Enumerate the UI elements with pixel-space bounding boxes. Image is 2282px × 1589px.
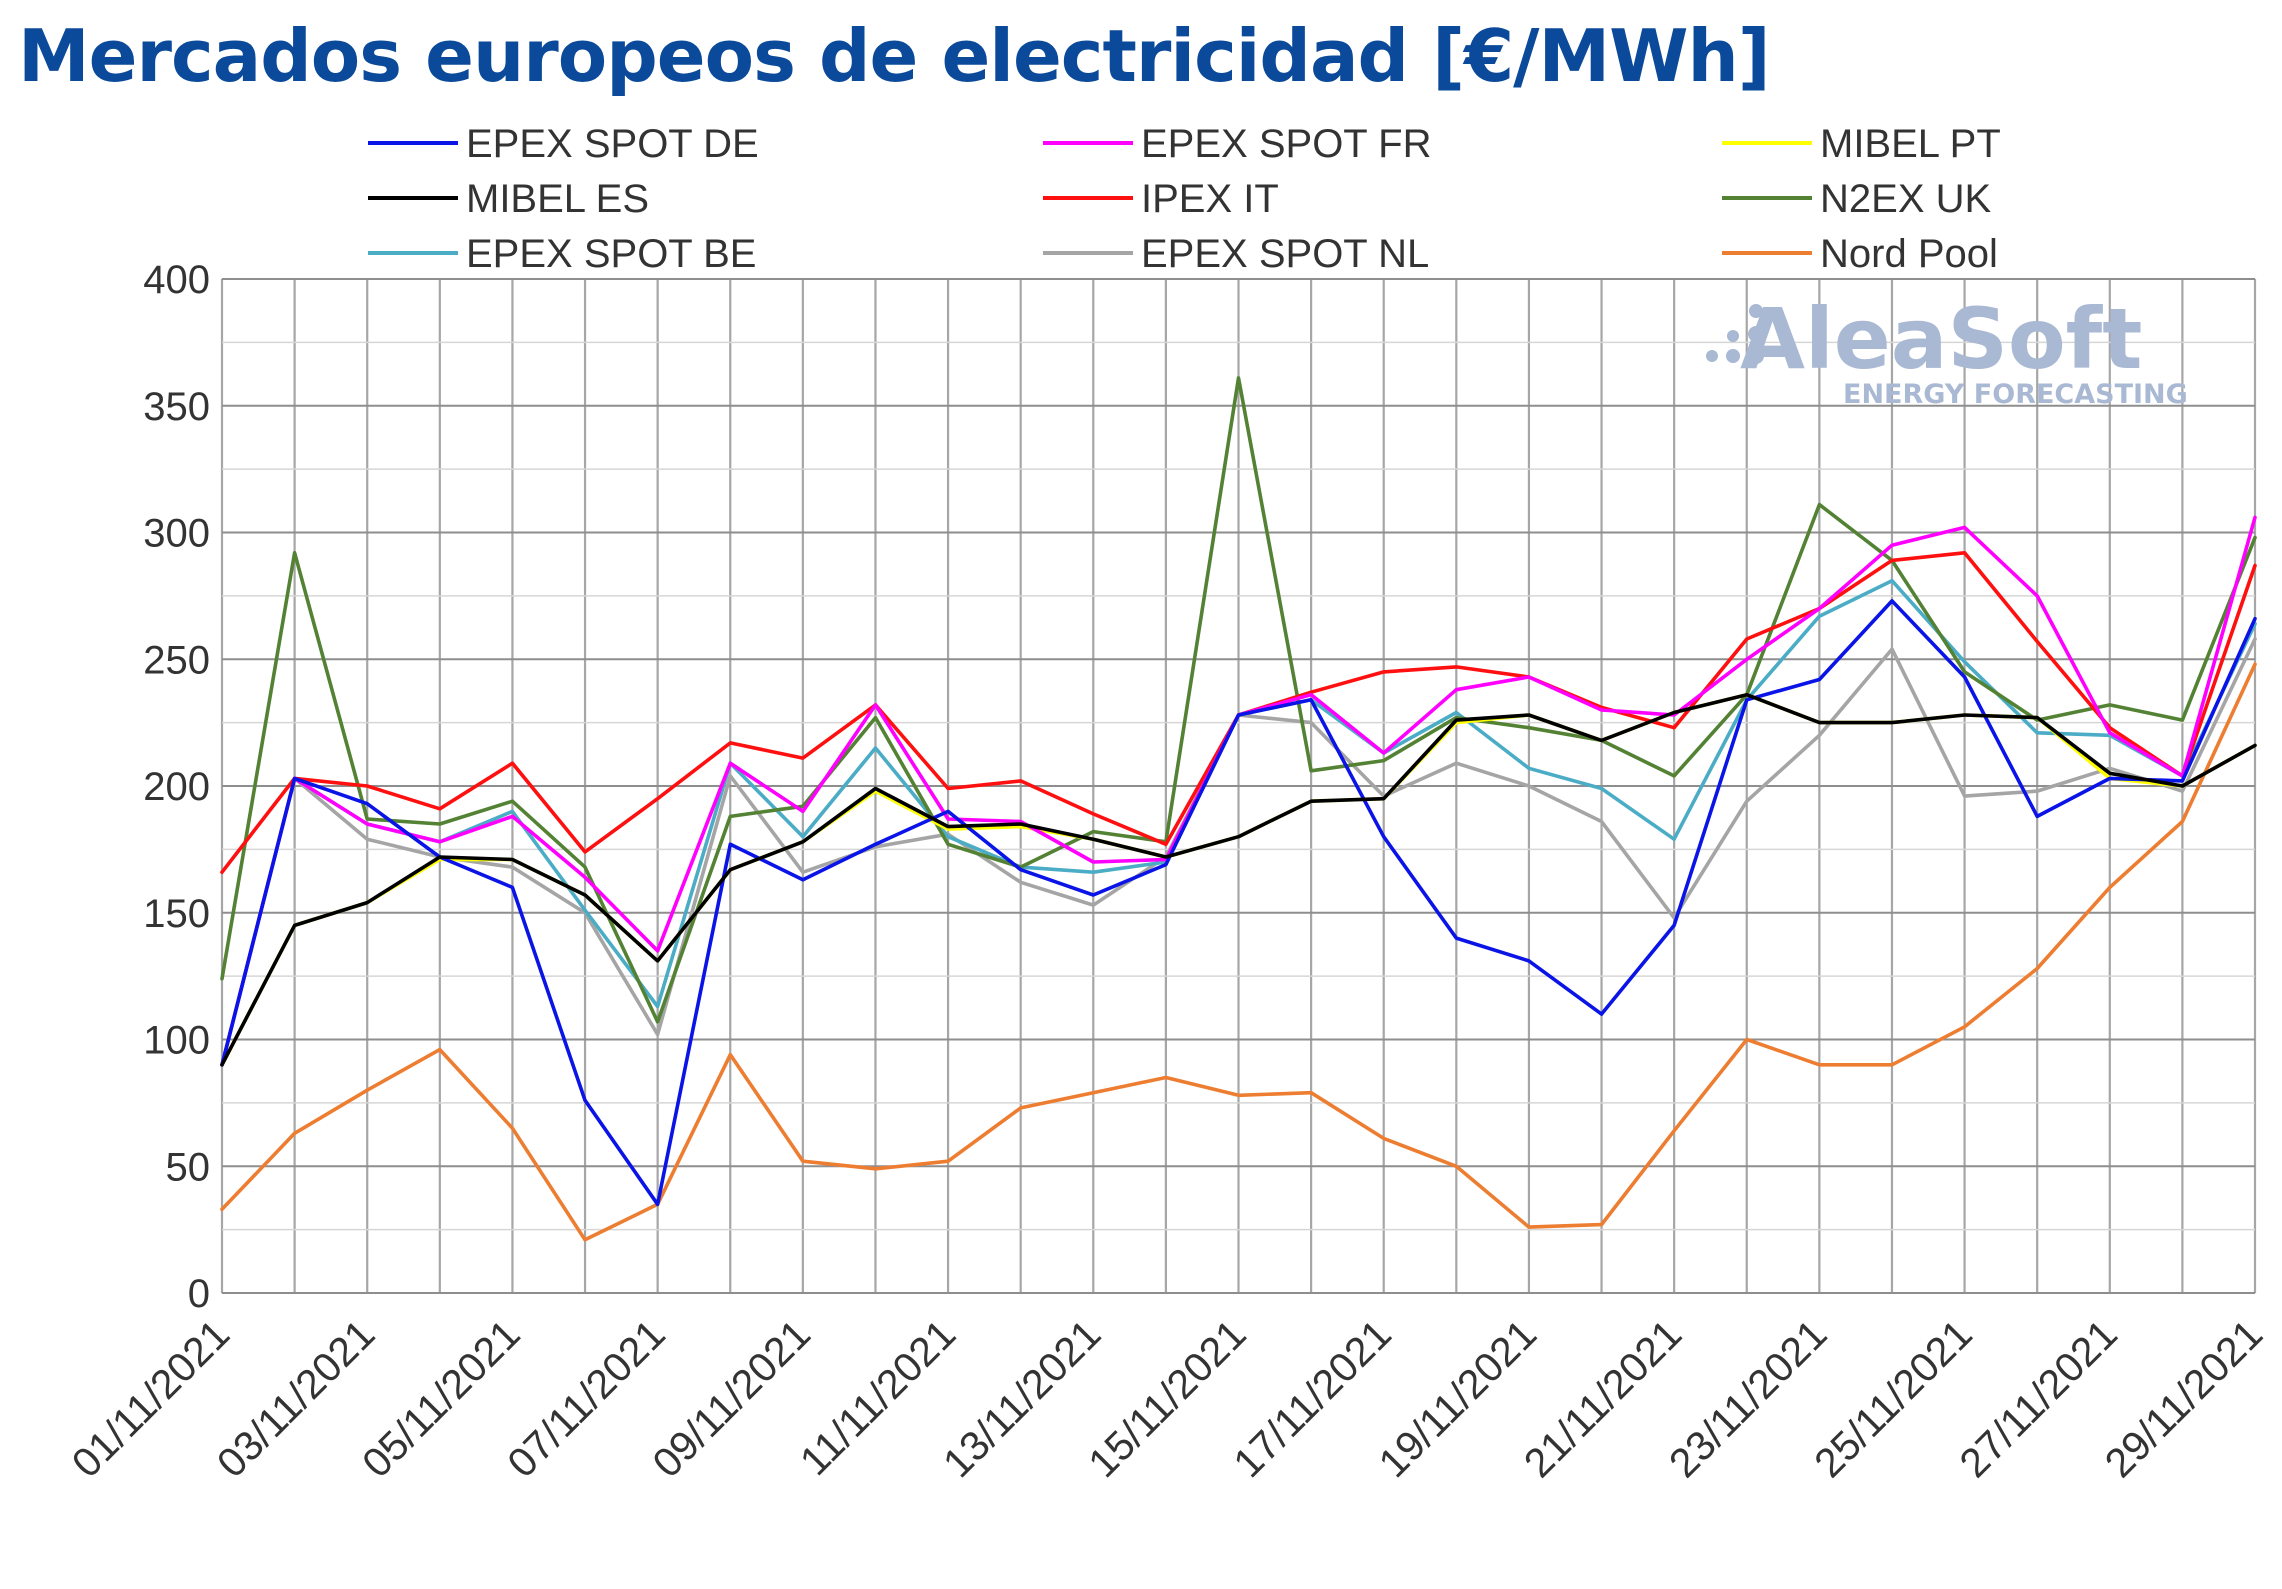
- x-tick-label: 09/11/2021: [644, 1311, 819, 1486]
- y-tick-label: 200: [143, 765, 210, 809]
- x-tick-label: 27/11/2021: [1951, 1311, 2126, 1486]
- legend-label: EPEX SPOT DE: [466, 122, 759, 166]
- y-axis: 0 50 100 150 200 250 300 350 400: [143, 258, 210, 1316]
- logo-dot: [1726, 349, 1740, 363]
- legend-label: MIBEL PT: [1820, 122, 2001, 166]
- y-tick-label: 50: [166, 1145, 211, 1189]
- chart-title: Mercados europeos de electricidad [€/MWh…: [18, 14, 1771, 98]
- logo-dot: [1748, 348, 1764, 364]
- x-tick-label: 19/11/2021: [1370, 1311, 1545, 1486]
- x-tick-label: 07/11/2021: [498, 1311, 673, 1486]
- logo-tagline-text: ENERGY FORECASTING: [1843, 379, 2188, 410]
- y-tick-label: 400: [143, 258, 210, 302]
- legend-label: IPEX IT: [1141, 177, 1279, 221]
- x-axis: 01/11/202103/11/202105/11/202107/11/2021…: [63, 1311, 2271, 1486]
- legend-item: EPEX SPOT BE: [368, 232, 757, 276]
- x-tick-label: 13/11/2021: [934, 1311, 1109, 1486]
- legend-label: N2EX UK: [1820, 177, 1991, 221]
- x-tick-label: 29/11/2021: [2096, 1311, 2271, 1486]
- legend-item: IPEX IT: [1043, 177, 1279, 221]
- legend-item: EPEX SPOT DE: [368, 122, 759, 166]
- legend-label: EPEX SPOT BE: [466, 232, 757, 276]
- logo-brand-text: AleaSoft: [1740, 290, 2142, 388]
- logo-dot: [1749, 304, 1763, 318]
- legend-label: EPEX SPOT NL: [1141, 232, 1429, 276]
- logo-dot: [1748, 326, 1764, 342]
- legend: EPEX SPOT DE EPEX SPOT FR MIBEL PT MIBEL ES…: [368, 122, 2001, 276]
- logo-dots-icon: [1706, 304, 1764, 364]
- x-tick-label: 03/11/2021: [208, 1311, 383, 1486]
- series-line-nord-pool: [220, 662, 2257, 1242]
- x-tick-label: 17/11/2021: [1224, 1311, 1399, 1486]
- x-tick-label: 05/11/2021: [353, 1311, 528, 1486]
- legend-label: MIBEL ES: [466, 177, 649, 221]
- x-tick-label: 25/11/2021: [1805, 1311, 1980, 1486]
- series-lines: [220, 376, 2257, 1242]
- x-tick-label: 23/11/2021: [1660, 1311, 1835, 1486]
- legend-item: N2EX UK: [1722, 177, 1991, 221]
- y-tick-label: 250: [143, 638, 210, 682]
- series-line-mibel-es: [220, 692, 2257, 1067]
- series-line-epex-spot-de: [220, 599, 2257, 1207]
- y-tick-label: 300: [143, 512, 210, 556]
- x-tick-label: 01/11/2021: [63, 1311, 238, 1486]
- legend-item: MIBEL PT: [1722, 122, 2001, 166]
- legend-item: EPEX SPOT FR: [1043, 122, 1431, 166]
- legend-item: MIBEL ES: [368, 177, 649, 221]
- legend-label: EPEX SPOT FR: [1141, 122, 1431, 166]
- y-tick-label: 0: [188, 1272, 210, 1316]
- x-tick-label: 15/11/2021: [1079, 1311, 1254, 1486]
- series-line-n2ex-uk: [220, 376, 2257, 1024]
- legend-item: EPEX SPOT NL: [1043, 232, 1429, 276]
- logo-dot: [1727, 330, 1739, 342]
- grid: [220, 278, 2257, 1294]
- y-tick-label: 350: [143, 385, 210, 429]
- legend-label: Nord Pool: [1820, 232, 1998, 276]
- aleasoft-logo: AleaSoft ENERGY FORECASTING: [1706, 290, 2188, 410]
- y-tick-label: 150: [143, 892, 210, 936]
- logo-dot: [1706, 350, 1718, 362]
- y-tick-label: 100: [143, 1019, 210, 1063]
- x-tick-label: 21/11/2021: [1515, 1311, 1690, 1486]
- legend-item: Nord Pool: [1722, 232, 1998, 276]
